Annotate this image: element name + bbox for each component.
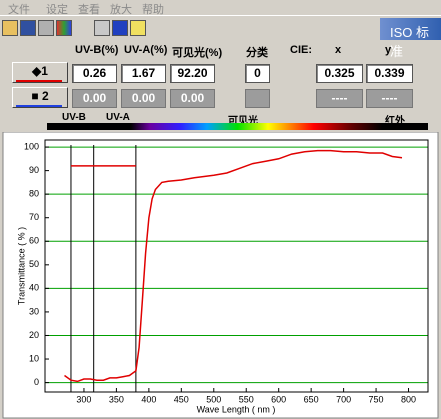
y-tick-label: 40 <box>29 283 39 293</box>
color-icon[interactable] <box>56 20 72 36</box>
x-tick-label: 400 <box>141 394 156 404</box>
uva-value: 0.00 <box>121 89 166 108</box>
standard-label: ISO 标准 <box>390 25 430 59</box>
x-tick-label: 450 <box>174 394 189 404</box>
cie-y-value: ---- <box>366 89 413 108</box>
separator <box>0 15 441 16</box>
y-tick-label: 20 <box>29 330 39 340</box>
open-icon[interactable] <box>2 20 18 36</box>
cie-y-value: 0.339 <box>366 64 413 83</box>
tool-icon[interactable] <box>112 20 128 36</box>
cie-x-value: 0.325 <box>316 64 363 83</box>
header: 分类 <box>246 47 268 59</box>
visible-value: 92.20 <box>170 64 215 83</box>
spectrum-label: 红外 <box>385 116 405 127</box>
y-tick-label: 10 <box>29 353 39 363</box>
menu-item[interactable]: 帮助 <box>142 4 164 16</box>
uva-value: 1.67 <box>121 64 166 83</box>
x-axis-label: Wave Length ( nm ) <box>197 404 276 414</box>
menu-item[interactable]: 查看 <box>78 4 100 16</box>
button-label: 1 <box>41 64 48 78</box>
x-tick-label: 800 <box>401 394 416 404</box>
y-tick-label: 50 <box>29 259 39 269</box>
header: UV-B(%) <box>75 44 119 56</box>
spectrum-label: 可见光 <box>228 116 258 127</box>
category-value <box>245 89 270 108</box>
curve-color <box>16 80 62 82</box>
category-value: 0 <box>245 64 270 83</box>
header: UV-A(%) <box>124 44 168 56</box>
y-tick-label: 30 <box>29 306 39 316</box>
y-tick-label: 100 <box>24 141 39 151</box>
chart: Transmittance ( % ) Wave Length ( nm ) 0… <box>2 132 439 419</box>
x-tick-label: 600 <box>271 394 286 404</box>
standard-panel <box>380 18 441 40</box>
y-tick-label: 90 <box>29 165 39 175</box>
spectrum-label: UV-B <box>62 112 86 123</box>
header: CIE: <box>290 44 312 56</box>
y-tick-label: 70 <box>29 212 39 222</box>
menu-item[interactable]: 放大 <box>110 4 132 16</box>
curve-color <box>16 105 62 107</box>
save-icon[interactable] <box>20 20 36 36</box>
x-tick-label: 750 <box>369 394 384 404</box>
edit-icon[interactable] <box>130 20 146 36</box>
x-tick-label: 500 <box>206 394 221 404</box>
x-tick-label: 300 <box>76 394 91 404</box>
header: y <box>385 44 392 56</box>
header: x <box>335 44 342 56</box>
spectrum-bar <box>47 123 428 130</box>
y-axis-label: Transmittance ( % ) <box>16 227 26 305</box>
x-tick-label: 700 <box>336 394 351 404</box>
visible-value: 0.00 <box>170 89 215 108</box>
spectrum-label: UV-A <box>106 112 130 123</box>
header: 可见光(%) <box>172 47 223 59</box>
cie-x-value: ---- <box>316 89 363 108</box>
x-tick-label: 550 <box>239 394 254 404</box>
curve-button[interactable]: ■ 2 <box>12 87 68 108</box>
plot-frame <box>44 139 429 393</box>
y-tick-label: 60 <box>29 236 39 246</box>
transmittance-curve <box>64 149 403 383</box>
uvb-value: 0.00 <box>72 89 117 108</box>
chart-panel <box>2 132 439 419</box>
curve-button[interactable]: ◆1 <box>12 62 68 83</box>
tool-icon[interactable] <box>94 20 110 36</box>
y-tick-label: 80 <box>29 189 39 199</box>
menu-item[interactable]: 设定 <box>46 4 68 16</box>
print-icon[interactable] <box>38 20 54 36</box>
uvb-value: 0.26 <box>72 64 117 83</box>
button-label: 2 <box>41 89 49 103</box>
x-tick-label: 350 <box>109 394 124 404</box>
menu-item[interactable]: 文件 <box>8 4 30 16</box>
x-tick-label: 650 <box>304 394 319 404</box>
y-tick-label: 0 <box>34 377 39 387</box>
